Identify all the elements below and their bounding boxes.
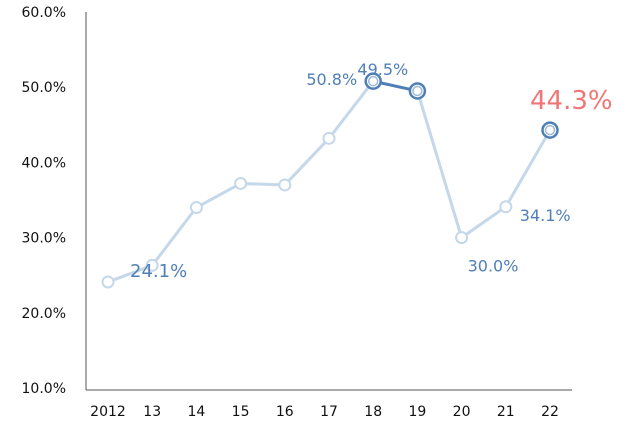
data-label: 24.1% — [130, 261, 187, 282]
data-point — [189, 201, 203, 215]
data-label: 30.0% — [468, 257, 519, 276]
data-point — [145, 258, 159, 272]
data-label: 50.8% — [306, 70, 357, 89]
data-point-inner — [544, 124, 556, 136]
data-label: 44.3% — [530, 86, 613, 116]
line-segment — [194, 181, 243, 210]
x-tick-label: 18 — [364, 404, 382, 420]
y-tick-label: 60.0% — [22, 5, 66, 21]
y-tick-label: 30.0% — [22, 231, 66, 247]
x-tick-label: 20 — [453, 404, 471, 420]
x-tick-label: 2012 — [90, 404, 126, 420]
series-markers — [101, 72, 559, 289]
x-tick-label: 13 — [143, 404, 161, 420]
line-segment — [415, 89, 464, 240]
data-point — [278, 178, 292, 192]
x-axis-ticks: 2012 13 14 15 16 17 18 19 20 21 22 — [90, 404, 559, 420]
line-segment — [283, 136, 331, 187]
y-tick-label: 40.0% — [22, 155, 66, 171]
line-segment — [327, 79, 375, 140]
data-point — [499, 200, 513, 214]
data-point — [101, 275, 115, 289]
data-point-inner — [367, 75, 379, 87]
data-point — [322, 131, 336, 145]
data-label: 49.5% — [357, 60, 408, 79]
y-axis-ticks: 60.0% 50.0% 40.0% 30.0% 20.0% 10.0% — [22, 5, 66, 397]
y-tick-label: 10.0% — [22, 381, 66, 397]
line-segment — [460, 205, 508, 240]
x-tick-label: 15 — [232, 404, 250, 420]
line-segment — [504, 128, 552, 209]
y-tick-label: 20.0% — [22, 306, 66, 322]
line-segment — [106, 263, 154, 284]
data-point — [234, 176, 248, 190]
x-tick-label: 16 — [276, 404, 294, 420]
x-tick-label: 21 — [497, 404, 515, 420]
data-labels: 24.1% 50.8%49.5% 30.0% 34.1% 44.3% — [130, 60, 613, 282]
x-tick-label: 22 — [541, 404, 559, 420]
data-label: 34.1% — [520, 206, 571, 225]
line-segment — [239, 181, 287, 187]
x-tick-label: 14 — [187, 404, 205, 420]
line-segment — [150, 206, 198, 267]
x-tick-label: 17 — [320, 404, 338, 420]
series-line — [106, 79, 552, 284]
axes — [85, 12, 572, 391]
data-point-inner — [412, 85, 423, 97]
data-point — [455, 231, 469, 245]
y-tick-label: 50.0% — [22, 80, 66, 96]
x-tick-label: 19 — [408, 404, 426, 420]
